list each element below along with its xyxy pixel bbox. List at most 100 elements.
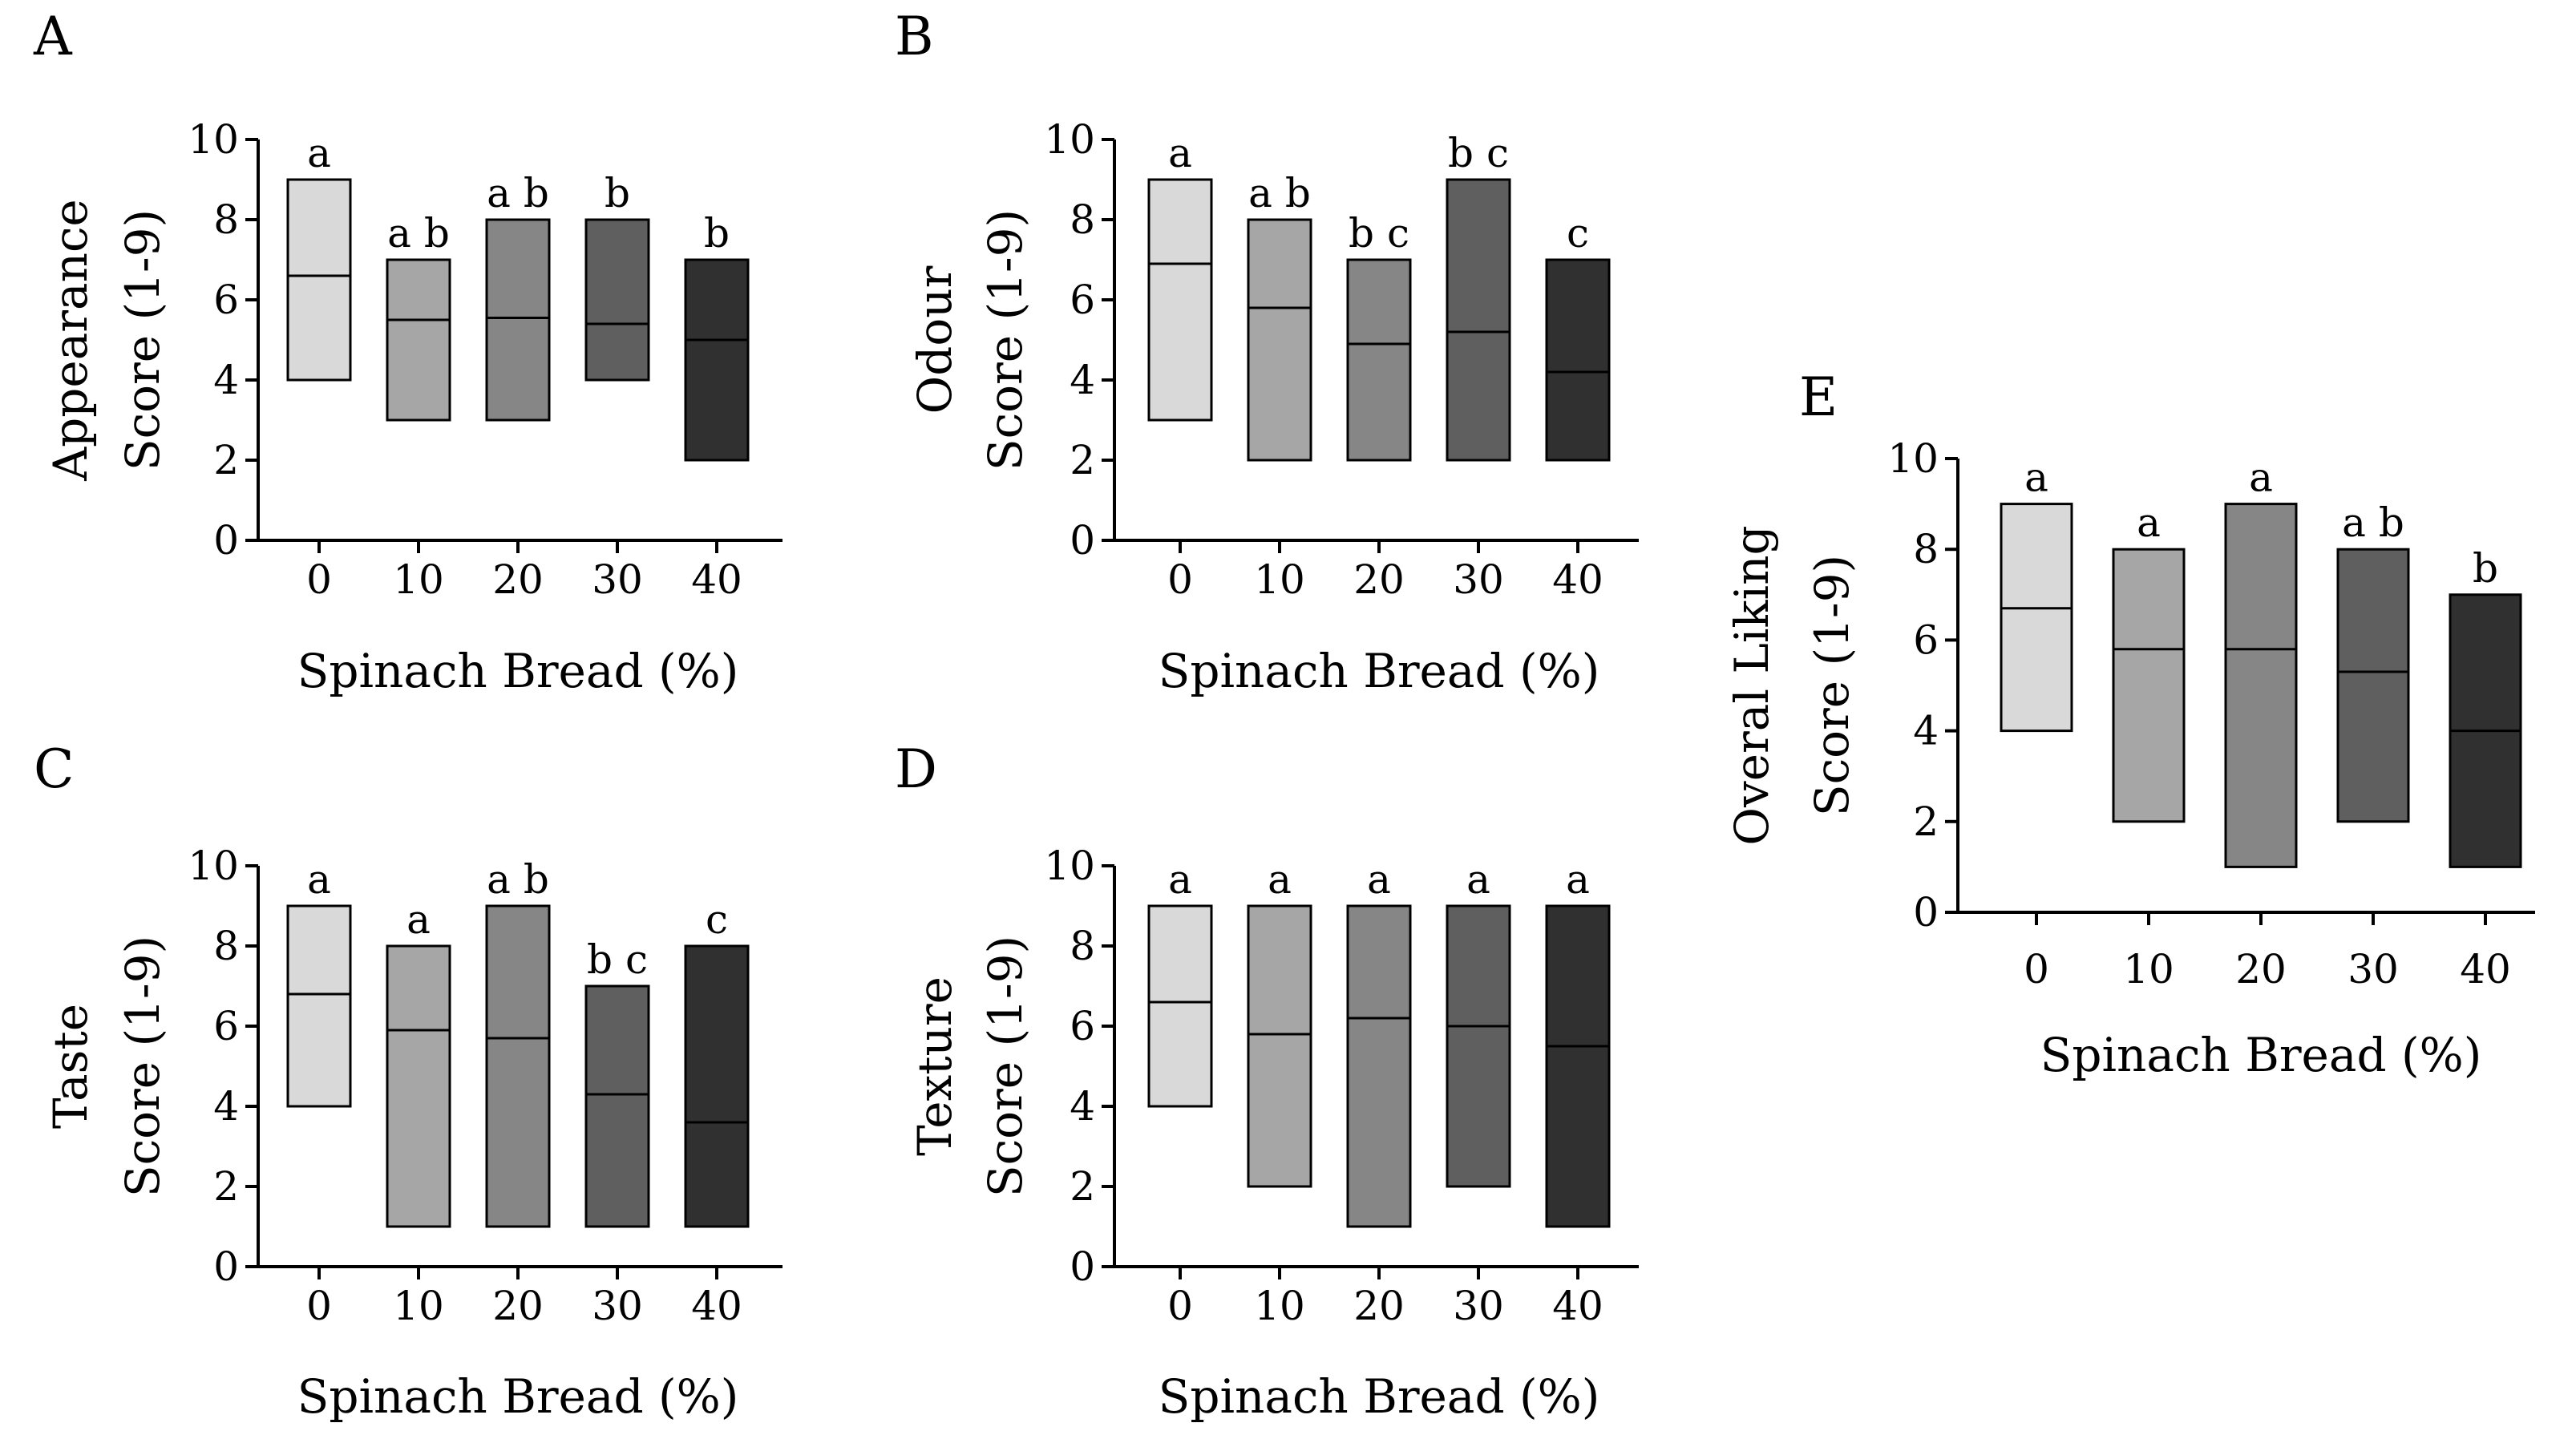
x-tick-label: 30 — [592, 1283, 643, 1329]
x-tick-label: 30 — [592, 556, 643, 603]
y-axis-title-line2: Score (1-9) — [978, 209, 1033, 471]
y-axis-title: Texture — [908, 976, 962, 1156]
significance-label: a b — [1248, 170, 1311, 216]
y-tick-label: 6 — [213, 277, 239, 323]
x-tick-label: 40 — [691, 556, 742, 603]
x-tick-label: 20 — [1353, 556, 1405, 603]
x-tick-label: 20 — [2235, 946, 2287, 992]
x-axis-title: Spinach Bread (%) — [1159, 644, 1600, 698]
panel-e: E 0 2 4 6 8 10 0 a 10 a 20 a 30 a b 40 b Overal Liking Sco… — [1725, 366, 2535, 1082]
x-tick-label: 30 — [1453, 1283, 1504, 1329]
x-tick-label: 10 — [1254, 1283, 1305, 1329]
significance-label: b c — [587, 936, 648, 983]
y-tick-label: 10 — [1044, 843, 1095, 889]
y-tick-label: 4 — [213, 357, 239, 403]
y-tick-label: 2 — [213, 1163, 239, 1210]
y-tick-label: 0 — [1070, 1243, 1095, 1290]
x-axis-title: Spinach Bread (%) — [297, 644, 739, 698]
box-40 — [684, 258, 750, 462]
box-0 — [1147, 904, 1213, 1108]
y-tick-label: 4 — [1913, 708, 1939, 754]
y-tick-label: 10 — [1044, 116, 1095, 163]
y-tick-label: 0 — [1070, 517, 1095, 564]
y-tick-label: 8 — [1070, 923, 1095, 969]
box-20 — [1346, 904, 1412, 1228]
box-30 — [1446, 904, 1511, 1188]
box-10 — [386, 258, 451, 422]
y-tick-label: 10 — [1887, 435, 1939, 482]
significance-label: a — [1367, 856, 1391, 903]
significance-label: a — [1168, 856, 1192, 903]
panel-c: C 0 2 4 6 8 10 0 a 10 a 20 a b 30 b c 40 c Taste Score (1-… — [34, 738, 783, 1424]
panel-b: B 0 2 4 6 8 10 0 a 10 a b 20 b c 30 b c 40 c Odour Score (… — [895, 6, 1639, 698]
y-tick-label: 2 — [1913, 798, 1939, 845]
x-tick-label: 0 — [2024, 946, 2049, 992]
box-10 — [1247, 904, 1312, 1188]
significance-label: a b — [2342, 499, 2404, 546]
x-tick-label: 0 — [1167, 1283, 1193, 1329]
y-tick-label: 4 — [1070, 357, 1095, 403]
panel-letter: A — [33, 6, 73, 67]
significance-label: b — [2473, 545, 2498, 592]
x-axis-title: Spinach Bread (%) — [2040, 1028, 2482, 1082]
box-20 — [485, 218, 551, 422]
significance-label: a b — [387, 210, 450, 257]
y-tick-label: 4 — [1070, 1083, 1095, 1130]
x-tick-label: 0 — [306, 1283, 332, 1329]
significance-label: c — [706, 896, 728, 943]
x-tick-label: 40 — [1552, 556, 1603, 603]
y-tick-label: 8 — [213, 196, 239, 243]
box-40 — [1545, 904, 1611, 1228]
y-tick-label: 0 — [1913, 889, 1939, 936]
significance-label: b — [704, 210, 730, 257]
y-axis-title: Overal Liking — [1725, 525, 1779, 845]
box-40 — [1545, 258, 1611, 462]
significance-label: a — [1268, 856, 1292, 903]
x-tick-label: 40 — [2460, 946, 2511, 992]
significance-label: a — [1566, 856, 1590, 903]
significance-label: a b — [487, 856, 549, 903]
y-tick-label: 4 — [213, 1083, 239, 1130]
box-30 — [2336, 548, 2410, 823]
panel-letter: D — [895, 738, 937, 800]
x-tick-label: 10 — [2123, 946, 2174, 992]
x-tick-label: 20 — [492, 1283, 544, 1329]
x-tick-label: 40 — [691, 1283, 742, 1329]
y-tick-label: 6 — [1070, 277, 1095, 323]
significance-label: c — [1567, 210, 1589, 257]
box-30 — [584, 984, 650, 1228]
y-tick-label: 6 — [1070, 1003, 1095, 1049]
panel-letter: B — [895, 6, 934, 67]
y-tick-label: 0 — [213, 517, 239, 564]
x-tick-label: 10 — [393, 1283, 444, 1329]
panel-d: D 0 2 4 6 8 10 0 a 10 a 20 a 30 a 40 a Texture Score (1-9)… — [895, 738, 1639, 1424]
box-10 — [1247, 218, 1312, 462]
y-tick-label: 8 — [1913, 526, 1939, 572]
box-20 — [2224, 503, 2298, 868]
significance-label: b c — [1448, 130, 1509, 176]
x-tick-label: 0 — [306, 556, 332, 603]
significance-label: a — [2024, 455, 2048, 501]
box-40 — [684, 944, 750, 1228]
x-axis-title: Spinach Bread (%) — [1159, 1369, 1600, 1424]
x-tick-label: 10 — [1254, 556, 1305, 603]
x-tick-label: 20 — [492, 556, 544, 603]
y-axis-title-line2: Score (1-9) — [978, 936, 1033, 1197]
x-tick-label: 30 — [2348, 946, 2399, 992]
significance-label: a — [1466, 856, 1490, 903]
y-tick-label: 2 — [213, 437, 239, 483]
significance-label: a — [1168, 130, 1192, 176]
box-10 — [386, 944, 451, 1228]
x-tick-label: 30 — [1453, 556, 1504, 603]
y-tick-label: 10 — [188, 843, 239, 889]
y-tick-label: 2 — [1070, 1163, 1095, 1210]
box-20 — [1346, 258, 1412, 462]
significance-label: b — [605, 170, 630, 216]
y-tick-label: 2 — [1070, 437, 1095, 483]
y-axis-title: Odour — [908, 265, 962, 414]
x-tick-label: 40 — [1552, 1283, 1603, 1329]
significance-label: a — [2249, 455, 2273, 501]
box-0 — [286, 904, 352, 1108]
y-axis-title-line2: Score (1-9) — [115, 936, 170, 1197]
significance-label: a b — [487, 170, 549, 216]
